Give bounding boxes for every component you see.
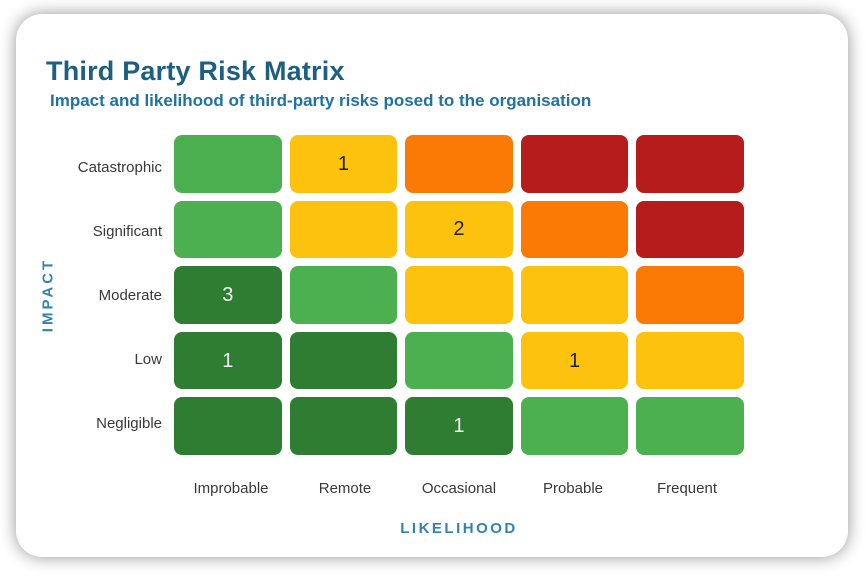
- impact-label-catastrophic: Catastrophic: [77, 158, 162, 176]
- matrix-cell-significant-occasional[interactable]: 2: [405, 200, 513, 259]
- matrix-cell-moderate-improbable[interactable]: 3: [174, 266, 282, 324]
- matrix-cell-negligible-occasional[interactable]: 1: [405, 397, 513, 455]
- matrix-cell-low-occasional[interactable]: [405, 331, 513, 390]
- matrix-cell-catastrophic-occasional[interactable]: [405, 135, 513, 193]
- impact-axis-labels: Catastrophic Significant Moderate Low Neglig…: [16, 135, 168, 455]
- likelihood-label-improbable: Improbable: [193, 480, 269, 497]
- matrix-cell-low-probable[interactable]: 1: [520, 331, 629, 390]
- matrix-cell-low-improbable[interactable]: 1: [174, 331, 282, 390]
- risk-matrix-card: Third Party Risk Matrix Impact and likel…: [16, 14, 848, 557]
- risk-count: 1: [222, 349, 234, 372]
- matrix-cell-negligible-frequent[interactable]: [636, 397, 744, 455]
- matrix-cell-significant-remote[interactable]: [289, 200, 398, 259]
- matrix-cell-significant-improbable[interactable]: [174, 200, 282, 259]
- risk-count: 1: [453, 415, 465, 438]
- likelihood-label-probable: Probable: [542, 480, 604, 497]
- matrix-cell-significant-frequent[interactable]: [636, 200, 744, 259]
- risk-count: 1: [569, 349, 581, 372]
- matrix-cell-low-frequent[interactable]: [636, 331, 744, 390]
- risk-count: 2: [453, 218, 465, 241]
- likelihood-axis-labels: Improbable Remote Occasional Probable Freque…: [174, 480, 744, 497]
- matrix-cell-moderate-remote[interactable]: [289, 266, 398, 324]
- impact-label-significant: Significant: [92, 222, 162, 240]
- matrix-cell-moderate-frequent[interactable]: [636, 266, 744, 324]
- matrix-cell-catastrophic-frequent[interactable]: [636, 135, 744, 193]
- likelihood-label-occasional: Occasional: [421, 480, 497, 497]
- page-subtitle: Impact and likelihood of third-party ris…: [50, 91, 592, 110]
- matrix-cell-catastrophic-improbable[interactable]: [174, 135, 282, 193]
- risk-matrix-grid: 1 2 3 1 1 1: [174, 135, 744, 455]
- matrix-cell-moderate-occasional[interactable]: [405, 266, 513, 324]
- matrix-cell-negligible-improbable[interactable]: [174, 397, 282, 455]
- matrix-cell-significant-probable[interactable]: [520, 200, 629, 259]
- page-title: Third Party Risk Matrix: [46, 56, 345, 86]
- impact-label-negligible: Negligible: [96, 414, 162, 432]
- risk-count: 3: [222, 283, 234, 306]
- matrix-cell-low-remote[interactable]: [289, 331, 398, 390]
- likelihood-label-remote: Remote: [318, 480, 372, 497]
- matrix-cell-catastrophic-remote[interactable]: 1: [289, 135, 398, 193]
- likelihood-axis-title: LIKELIHOOD: [400, 520, 518, 537]
- matrix-cell-catastrophic-probable[interactable]: [520, 135, 629, 193]
- matrix-cell-moderate-probable[interactable]: [520, 266, 629, 324]
- likelihood-label-frequent: Frequent: [656, 480, 718, 497]
- impact-label-low: Low: [134, 350, 162, 368]
- risk-count: 1: [337, 152, 349, 175]
- matrix-cell-negligible-probable[interactable]: [520, 397, 629, 455]
- impact-label-moderate: Moderate: [98, 286, 162, 304]
- matrix-cell-negligible-remote[interactable]: [289, 397, 398, 455]
